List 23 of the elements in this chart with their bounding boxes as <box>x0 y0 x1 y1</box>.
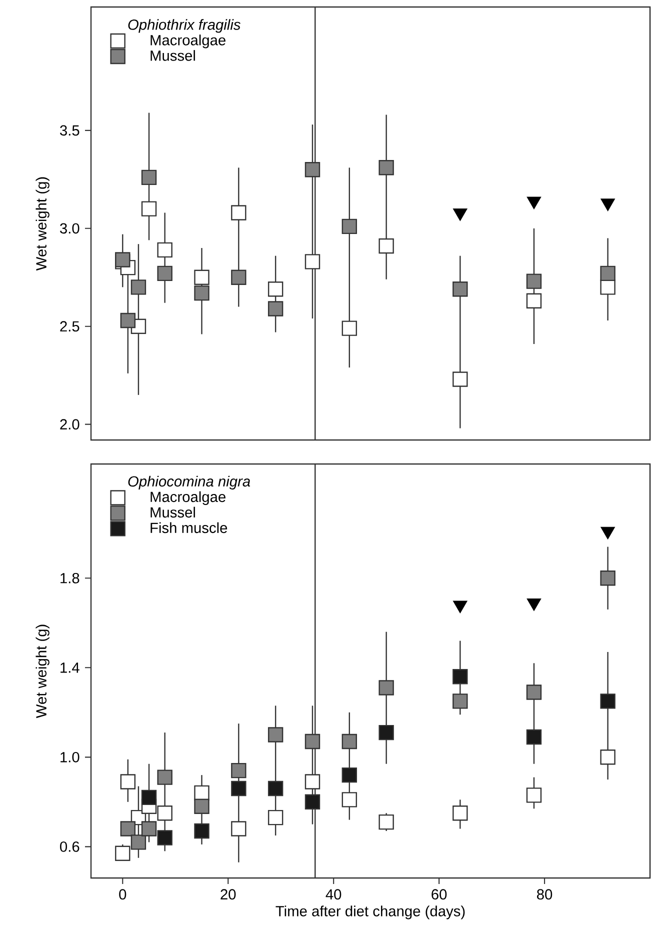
legend-title: Ophiothrix fragilis <box>128 19 240 33</box>
y-tick-label: 1.4 <box>60 662 80 673</box>
x-tick-label: 80 <box>537 889 552 900</box>
legend-label: Mussel <box>150 506 195 518</box>
legend-label: Macroalgae <box>150 34 226 48</box>
legend-label: Fish muscle <box>150 522 228 534</box>
y-tick-label: 3.5 <box>60 125 80 136</box>
legend-title: Ophiocomina nigra <box>128 476 250 490</box>
y-tick-label: 2.5 <box>60 321 80 332</box>
y-tick-label: 2.0 <box>60 419 80 430</box>
y-tick-label: 1.0 <box>60 752 80 762</box>
x-tick-label: 20 <box>220 889 236 900</box>
x-tick-label: 0 <box>119 889 126 900</box>
y-axis-title: Wet weight (g) <box>36 177 50 271</box>
y-tick-label: 0.6 <box>60 841 80 852</box>
y-axis-title: Wet weight (g) <box>36 624 50 718</box>
y-tick-label: 1.8 <box>60 572 80 584</box>
legend-label: Mussel <box>150 50 195 61</box>
legend-label: Macroalgae <box>150 491 226 505</box>
x-tick-label: 60 <box>432 889 447 900</box>
x-axis-title: Time after diet change (days) <box>276 906 465 920</box>
y-tick-label: 3.0 <box>60 223 80 234</box>
x-tick-label: 40 <box>326 889 342 900</box>
